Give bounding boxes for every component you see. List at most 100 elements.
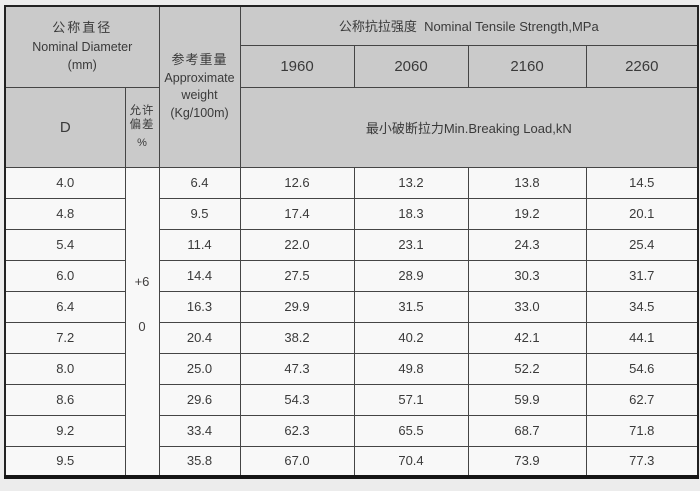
- table-row: 8.0 25.0 47.3 49.8 52.2 54.6: [4, 352, 699, 385]
- approximate-weight-en2: weight: [181, 88, 218, 103]
- cell-diameter: 4.0: [4, 166, 126, 199]
- nominal-diameter-zh: 公称直径: [52, 20, 113, 36]
- approximate-weight-en1: Approximate: [164, 70, 235, 85]
- tolerance-value-stack: +6 0: [126, 274, 158, 335]
- cell-breaking-load: 38.2: [239, 321, 355, 354]
- header-row-1: 公称直径 Nominal Diameter (mm) 参考重量 Approxim…: [4, 5, 699, 168]
- cell-weight: 25.0: [158, 352, 241, 385]
- cell-breaking-load: 25.4: [585, 228, 699, 261]
- tolerance-label-line2: 偏差: [129, 119, 155, 132]
- cell-diameter: 9.2: [4, 414, 126, 447]
- header-grade-1960: 1960: [239, 44, 355, 88]
- nominal-diameter-en: Nominal Diameter: [32, 40, 133, 55]
- cell-breaking-load: 62.7: [585, 383, 699, 416]
- cell-breaking-load: 62.3: [239, 414, 355, 447]
- table-body: 4.0 +6 0 6.4 12.6 13.2 13.8 14.5 4.8 9.5 17.4 18.3 1…: [4, 166, 699, 478]
- approximate-weight-zh: 参考重量: [171, 52, 228, 68]
- cell-diameter: 4.8: [4, 197, 126, 230]
- cell-breaking-load: 77.3: [585, 445, 699, 478]
- header-grade-2260: 2260: [585, 44, 699, 88]
- cell-breaking-load: 28.9: [353, 259, 469, 292]
- cell-breaking-load: 12.6: [239, 166, 355, 199]
- cell-breaking-load: 65.5: [353, 414, 469, 447]
- cell-weight: 20.4: [158, 321, 241, 354]
- cell-breaking-load: 17.4: [239, 197, 355, 230]
- header-row-3: D 允许 偏差 % 最小破断拉力Min.Breaking Load,kN: [4, 86, 699, 168]
- cell-breaking-load: 34.5: [585, 290, 699, 323]
- cell-breaking-load: 59.9: [467, 383, 587, 416]
- cell-breaking-load: 24.3: [467, 228, 587, 261]
- cell-breaking-load: 73.9: [467, 445, 587, 478]
- header-tolerance-label: 允许 偏差 %: [124, 86, 160, 168]
- header-d-label: D: [4, 86, 126, 168]
- header-grade-2160: 2160: [467, 44, 587, 88]
- table-row: 9.2 33.4 62.3 65.5 68.7 71.8: [4, 414, 699, 447]
- cell-breaking-load: 19.2: [467, 197, 587, 230]
- cell-breaking-load: 52.2: [467, 352, 587, 385]
- cell-diameter: 8.0: [4, 352, 126, 385]
- cell-diameter: 9.5: [4, 445, 126, 478]
- cell-breaking-load: 20.1: [585, 197, 699, 230]
- approximate-weight-unit: (Kg/100m): [170, 105, 229, 120]
- cell-breaking-load: 47.3: [239, 352, 355, 385]
- cell-breaking-load: 71.8: [585, 414, 699, 447]
- table-row: 6.4 16.3 29.9 31.5 33.0 34.5: [4, 290, 699, 323]
- cell-weight: 35.8: [158, 445, 241, 478]
- tolerance-label-line1: 允许: [129, 104, 155, 117]
- cell-breaking-load: 27.5: [239, 259, 355, 292]
- cell-breaking-load: 67.0: [239, 445, 355, 478]
- cell-breaking-load: 33.0: [467, 290, 587, 323]
- cell-weight: 11.4: [158, 228, 241, 261]
- table-row: 9.5 35.8 67.0 70.4 73.9 77.3: [4, 445, 699, 478]
- cell-diameter: 6.4: [4, 290, 126, 323]
- cell-breaking-load: 30.3: [467, 259, 587, 292]
- cell-diameter: 7.2: [4, 321, 126, 354]
- cell-weight: 29.6: [158, 383, 241, 416]
- header-approximate-weight: 参考重量 Approximate weight (Kg/100m): [158, 5, 241, 168]
- tensile-strength-table: 公称直径 Nominal Diameter (mm) 参考重量 Approxim…: [4, 5, 700, 479]
- table-row: 7.2 20.4 38.2 40.2 42.1 44.1: [4, 321, 699, 354]
- cell-breaking-load: 70.4: [353, 445, 469, 478]
- table-row: 6.0 14.4 27.5 28.9 30.3 31.7: [4, 259, 699, 292]
- cell-weight: 14.4: [158, 259, 241, 292]
- nominal-diameter-unit: (mm): [67, 58, 97, 73]
- header-row-2: 1960 2060 2160 2260: [5, 44, 699, 88]
- cell-breaking-load: 14.5: [585, 166, 699, 199]
- percent-sign: %: [137, 136, 147, 149]
- cell-diameter: 5.4: [4, 228, 126, 261]
- cell-weight: 9.5: [158, 197, 241, 230]
- cell-breaking-load: 22.0: [239, 228, 355, 261]
- header-nominal-tensile-strength: 公称抗拉强度 Nominal Tensile Strength,MPa: [239, 5, 699, 46]
- cell-breaking-load: 13.2: [353, 166, 469, 199]
- cell-weight: 6.4: [158, 166, 241, 199]
- cell-weight: 16.3: [158, 290, 241, 323]
- table-row: 8.6 29.6 54.3 57.1 59.9 62.7: [4, 383, 699, 416]
- cell-breaking-load: 54.6: [585, 352, 699, 385]
- cell-breaking-load: 13.8: [467, 166, 587, 199]
- tolerance-plus-value: +6: [134, 274, 150, 290]
- header-min-breaking-load: 最小破断拉力Min.Breaking Load,kN: [239, 86, 699, 168]
- cell-breaking-load: 49.8: [353, 352, 469, 385]
- cell-diameter: 6.0: [4, 259, 126, 292]
- cell-breaking-load: 31.5: [353, 290, 469, 323]
- header-nominal-diameter: 公称直径 Nominal Diameter (mm): [4, 5, 160, 88]
- cell-weight: 33.4: [158, 414, 241, 447]
- cell-breaking-load: 42.1: [467, 321, 587, 354]
- cell-breaking-load: 44.1: [585, 321, 699, 354]
- cell-breaking-load: 18.3: [353, 197, 469, 230]
- cell-breaking-load: 68.7: [467, 414, 587, 447]
- tolerance-value-cell: +6 0: [124, 166, 160, 478]
- cell-breaking-load: 29.9: [239, 290, 355, 323]
- cell-diameter: 8.6: [4, 383, 126, 416]
- cell-breaking-load: 54.3: [239, 383, 355, 416]
- cell-breaking-load: 40.2: [353, 321, 469, 354]
- table-row: 4.8 9.5 17.4 18.3 19.2 20.1: [4, 197, 699, 230]
- tolerance-zero-value: 0: [138, 319, 146, 335]
- cell-breaking-load: 31.7: [585, 259, 699, 292]
- header-grade-2060: 2060: [353, 44, 469, 88]
- table-row: 4.0 +6 0 6.4 12.6 13.2 13.8 14.5: [4, 166, 699, 478]
- cell-breaking-load: 23.1: [353, 228, 469, 261]
- cell-breaking-load: 57.1: [353, 383, 469, 416]
- table-row: 5.4 11.4 22.0 23.1 24.3 25.4: [4, 228, 699, 261]
